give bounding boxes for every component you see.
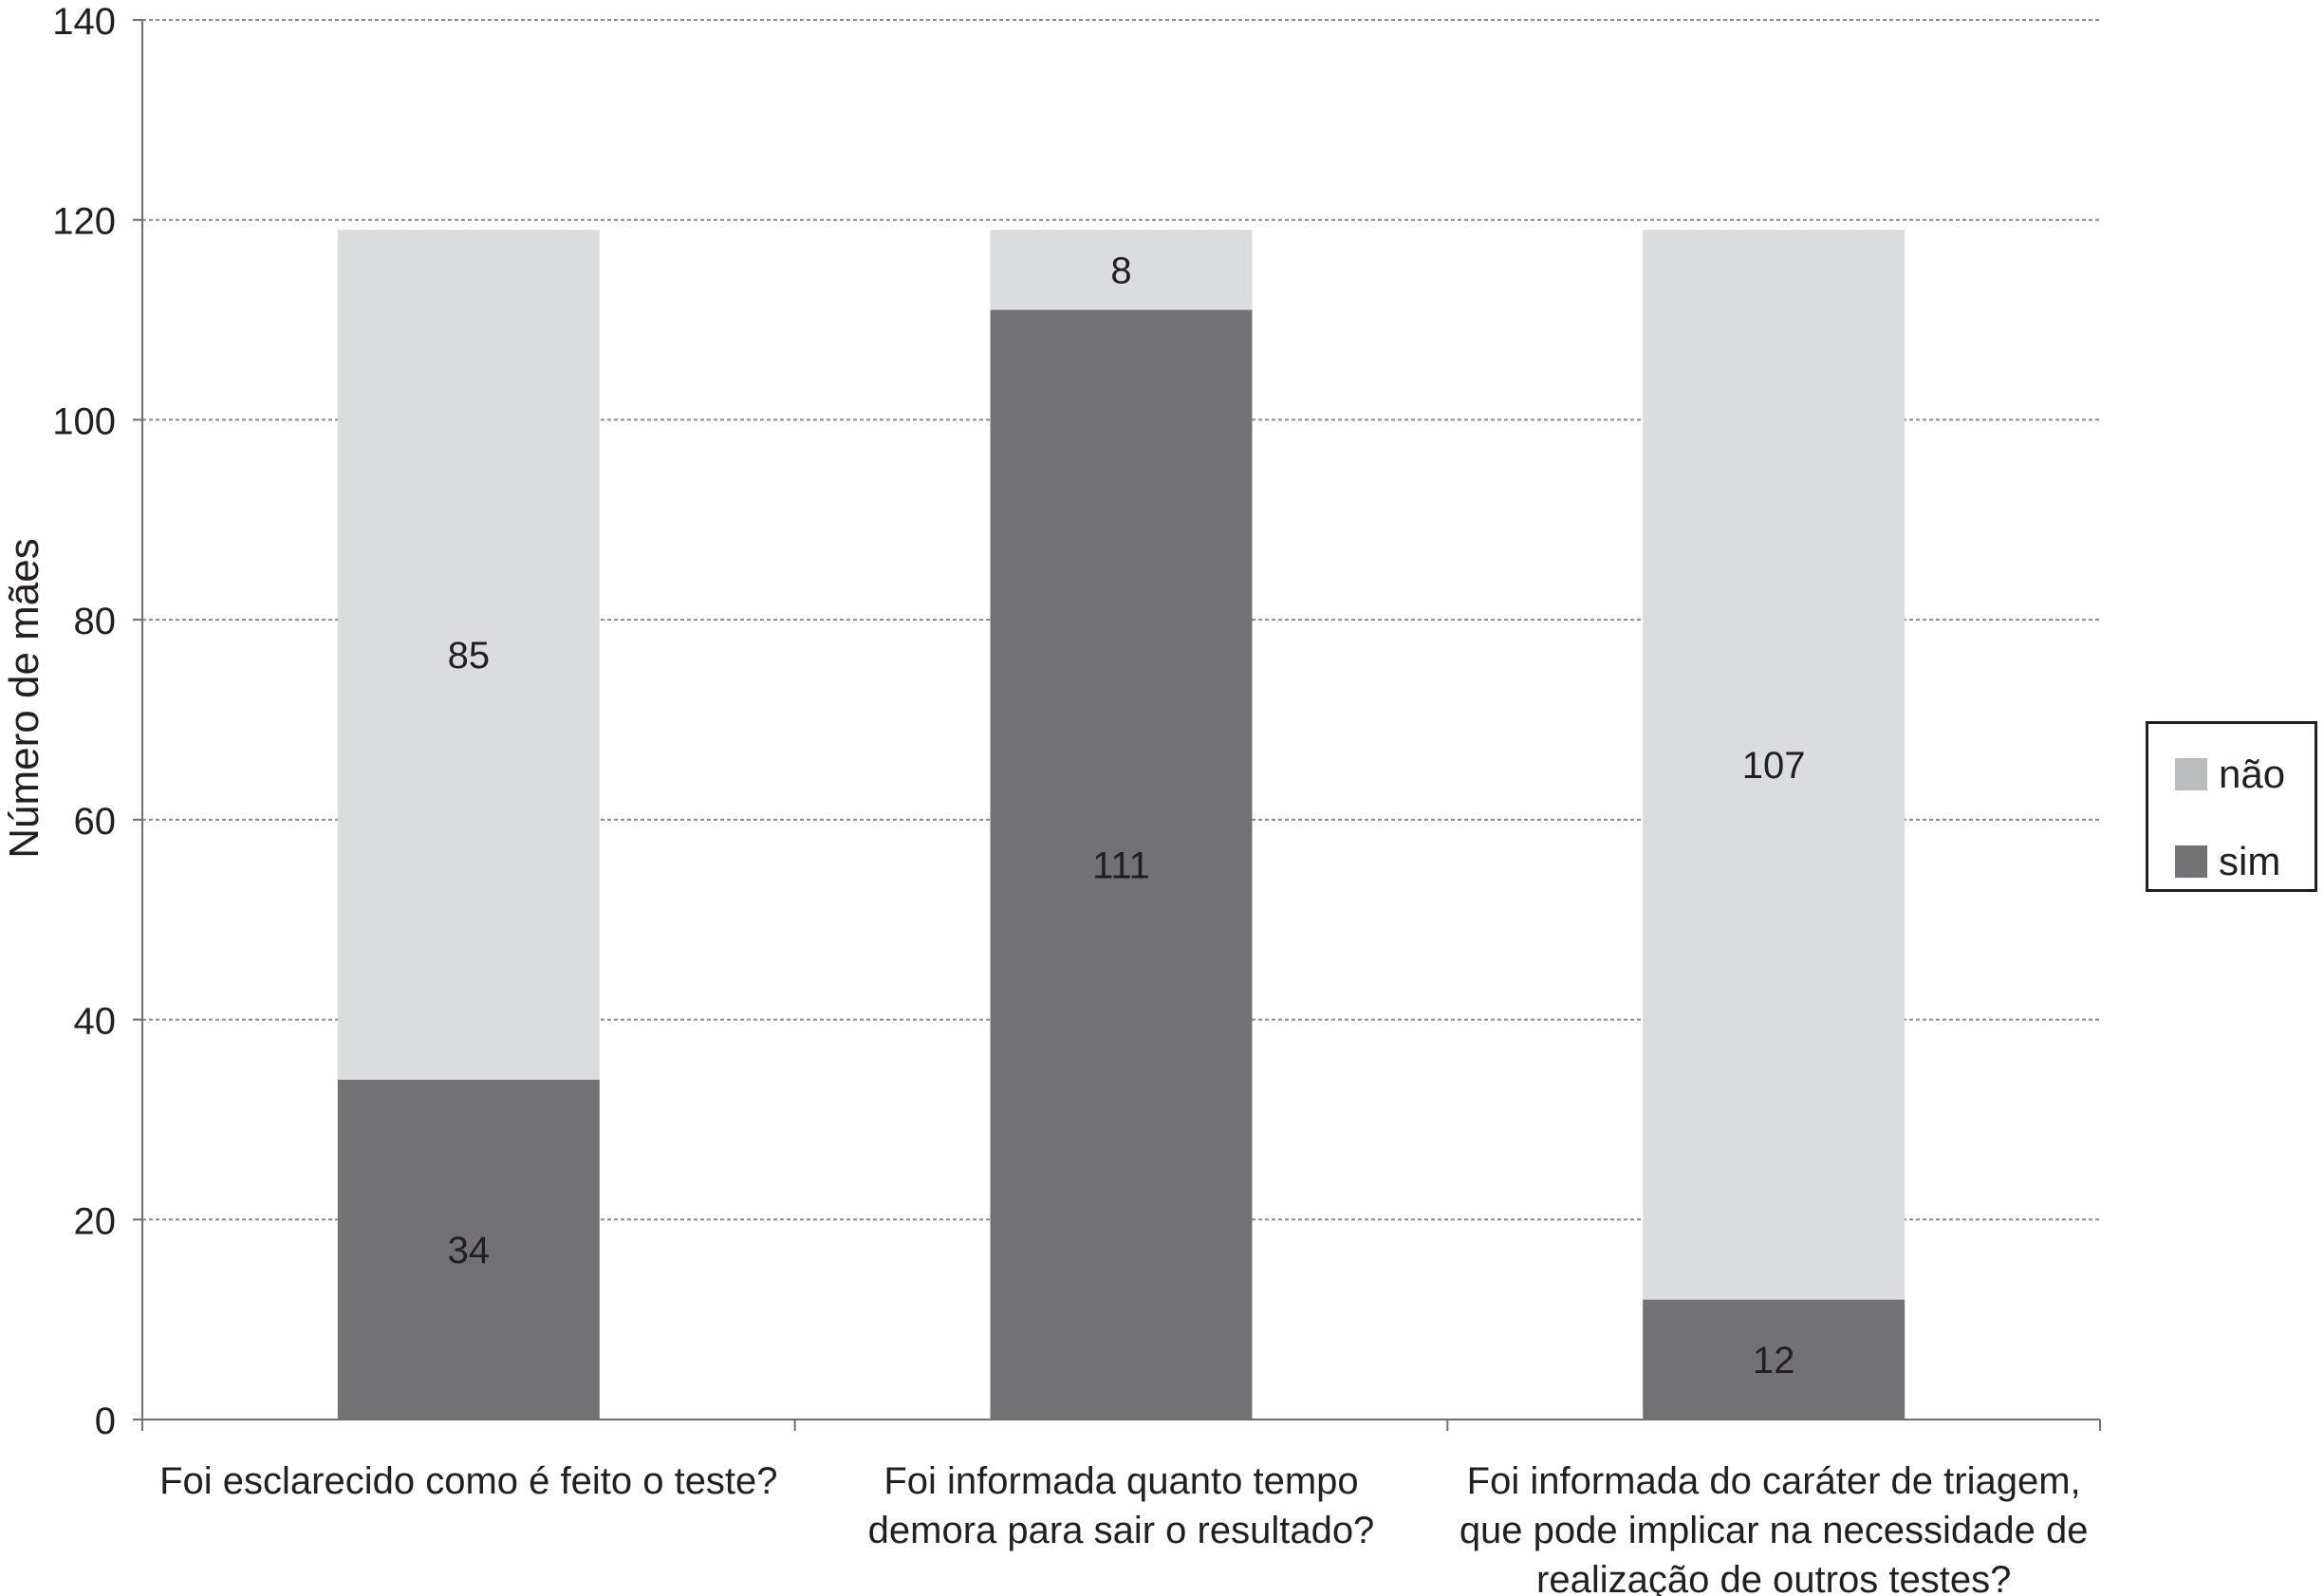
bar-sim-1 [990,309,1253,1420]
bar-sim-0 [337,1079,600,1420]
x-tick-label-2-2: realização de outros testes? [1536,1559,2011,1596]
data-label-não-1: 8 [1110,250,1131,291]
data-label-sim-0: 34 [448,1230,491,1271]
legend-item-sim: sim [2175,838,2280,885]
bars [337,230,1906,1420]
y-tick-label-0: 0 [95,1401,116,1442]
legend-swatch-sim [2175,845,2207,878]
data-labels: 34 85 111 8 12 107 [448,250,1806,1381]
data-label-sim-2: 12 [1753,1340,1795,1382]
bar-não-2 [1643,230,1906,1300]
legend-item-nao: não [2175,751,2285,798]
bar-não-1 [990,230,1253,310]
data-label-não-2: 107 [1742,745,1806,787]
axes [133,19,2101,1431]
y-tick-label-60: 60 [74,801,117,843]
y-tick-label-80: 80 [74,601,117,642]
data-label-não-0: 85 [448,635,491,677]
legend-label-sim: sim [2219,839,2281,883]
legend-label-nao: não [2219,752,2286,796]
y-tick-label-40: 40 [74,1001,117,1043]
y-tick-label-100: 100 [52,400,116,442]
y-tick-label-140: 140 [52,1,116,43]
y-axis-label: Número de mães [1,538,47,858]
y-tick-label-20: 20 [74,1200,117,1242]
y-tick-label-120: 120 [52,201,116,243]
legend-swatch-nao [2175,758,2207,790]
x-tick-label-1-0: Foi informada quanto tempo [883,1460,1358,1502]
x-tick-label-1-1: demora para sair o resultado? [868,1510,1375,1551]
legend: não sim [2146,721,2317,892]
bar-não-0 [337,230,600,1080]
y-tick-labels: 0 20 40 60 80 100 120 140 [52,1,116,1442]
x-tick-label-2-0: Foi informada do caráter de triagem, [1467,1460,2081,1502]
bar-sim-2 [1643,1299,1906,1420]
x-tick-label-0-0: Foi esclarecido como é feito o teste? [159,1460,777,1502]
x-tick-labels: Foi esclarecido como é feito o teste? Foi… [159,1460,2088,1596]
x-tick-label-2-1: que pode implicar na necessidade de [1459,1510,2089,1551]
data-label-sim-1: 111 [1092,844,1150,886]
